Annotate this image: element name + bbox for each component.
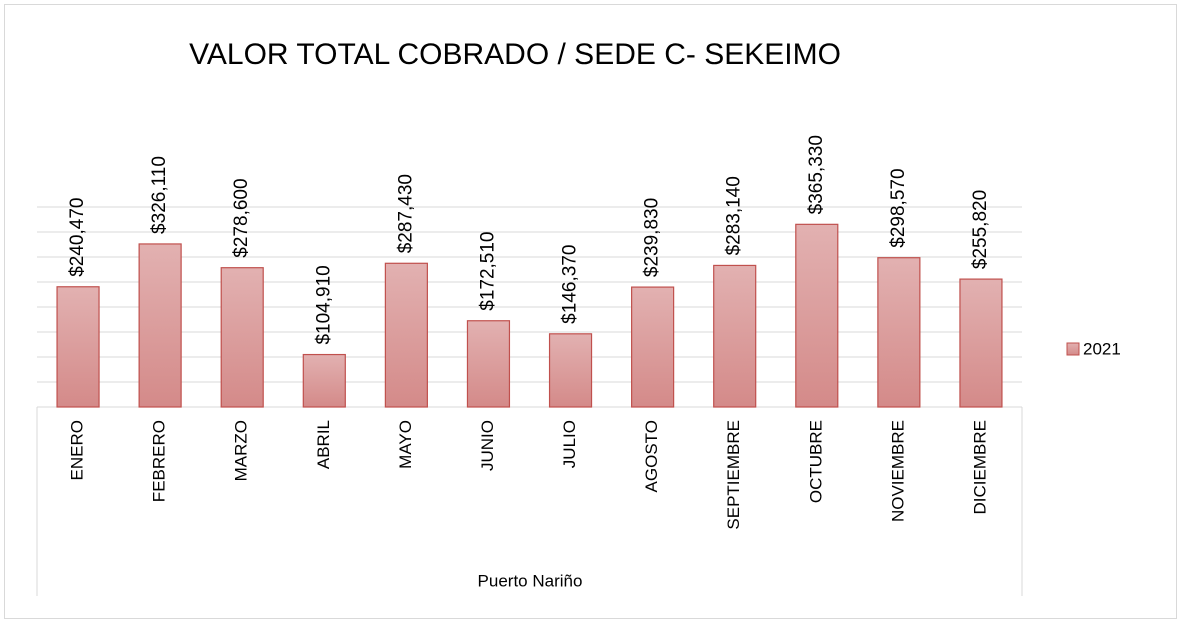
data-label: $240,470 — [67, 198, 88, 277]
x-tick-label: JUNIO — [478, 420, 497, 471]
data-label: $287,430 — [395, 174, 416, 253]
x-tick-label: SEPTIEMBRE — [724, 420, 743, 530]
data-label: $172,510 — [477, 231, 498, 310]
data-label: $104,910 — [313, 265, 334, 344]
data-label: $255,820 — [970, 190, 991, 269]
x-tick-label: ABRIL — [314, 420, 333, 469]
bar — [302, 353, 346, 408]
x-tick-label: ENERO — [68, 420, 87, 480]
legend-swatch — [1066, 342, 1080, 356]
category-group-label: Puerto Nariño — [478, 571, 583, 590]
x-tick-label: FEBRERO — [150, 420, 169, 502]
data-label: $298,570 — [888, 168, 909, 247]
bar — [138, 243, 182, 408]
data-label: $365,330 — [806, 135, 827, 214]
data-label: $283,140 — [724, 176, 745, 255]
legend-label: 2021 — [1083, 339, 1121, 358]
bar — [548, 333, 593, 408]
data-label: $146,370 — [560, 245, 581, 324]
x-tick-label: JULIO — [560, 420, 579, 468]
bar — [795, 223, 839, 408]
bar — [631, 286, 675, 408]
bar — [220, 267, 264, 408]
x-tick-label: OCTUBRE — [806, 420, 825, 503]
bar — [959, 278, 1003, 408]
bar — [56, 286, 100, 408]
bar — [713, 264, 757, 408]
bar — [877, 257, 921, 408]
data-label: $239,830 — [642, 198, 663, 277]
data-label: $326,110 — [149, 156, 170, 234]
x-tick-label: MAYO — [396, 420, 415, 469]
x-tick-label: DICIEMBRE — [970, 420, 989, 514]
chart-title: VALOR TOTAL COBRADO / SEDE C- SEKEIMO — [189, 38, 841, 71]
x-tick-label: MARZO — [232, 420, 251, 481]
data-label: $278,600 — [231, 178, 252, 257]
bar — [384, 262, 428, 408]
x-tick-label: NOVIEMBRE — [888, 420, 907, 522]
x-tick-label: AGOSTO — [642, 420, 661, 492]
bar — [466, 320, 511, 408]
